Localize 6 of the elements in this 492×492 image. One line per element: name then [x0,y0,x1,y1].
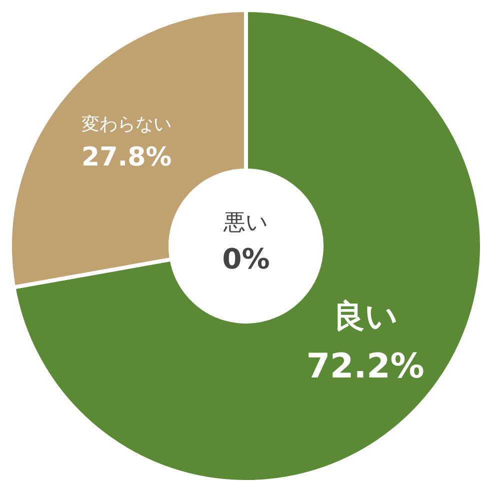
data-label: 27.8% [82,142,172,172]
slice-label: 良い [332,297,398,336]
category-label: 悪い [224,210,268,236]
text: 0% [222,242,270,276]
slice-label: 変わらない [82,114,172,135]
data-label: 72.2% [306,346,424,386]
